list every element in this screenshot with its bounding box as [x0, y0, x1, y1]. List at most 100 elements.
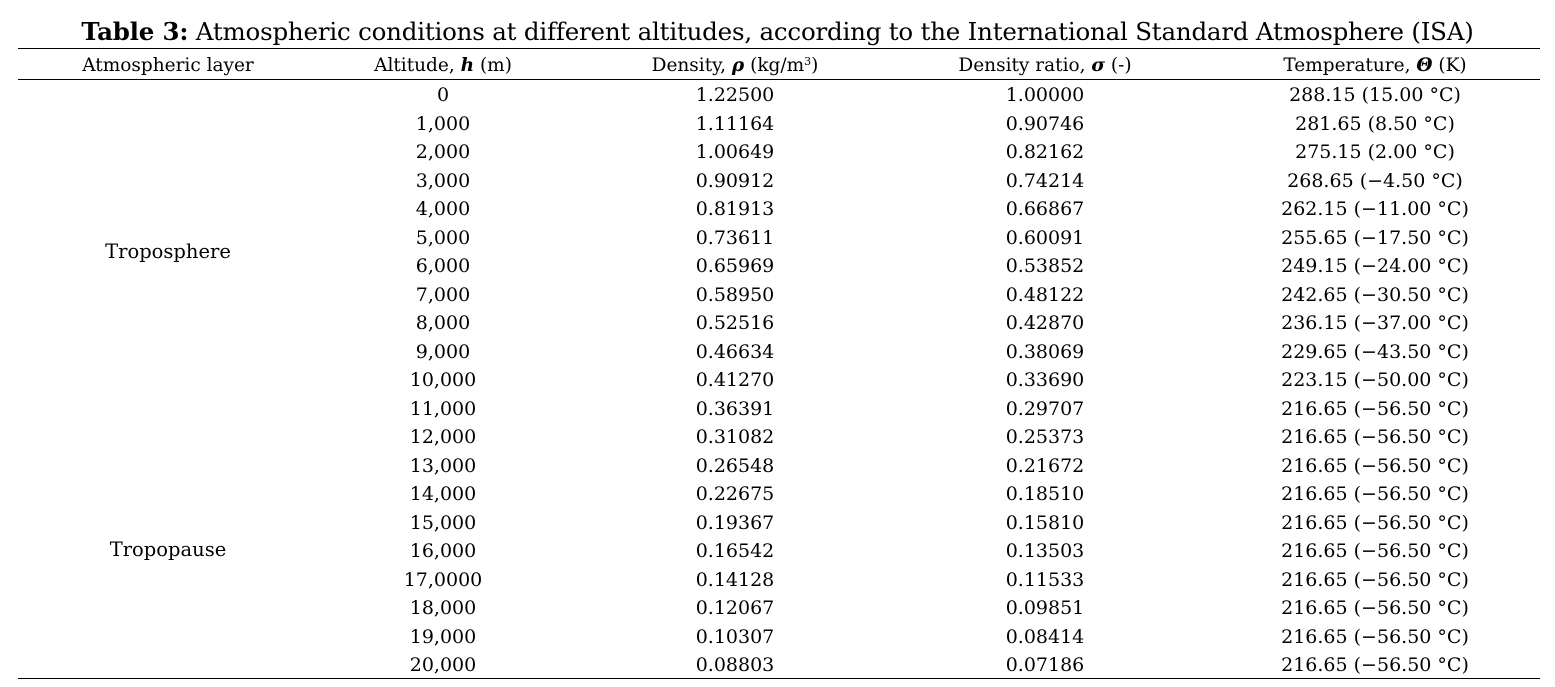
cell-temperature: 216.65 (−56.50 °C) — [1281, 511, 1469, 534]
cell-density-ratio: 0.66867 — [1005, 198, 1085, 220]
header-ratio-label: Density ratio, — [958, 55, 1092, 76]
cell-density: 0.10307 — [695, 625, 775, 648]
header-density: Density, ρ (kg/m3) — [600, 53, 870, 79]
cell-density-ratio: 0.13503 — [1005, 540, 1085, 562]
cell-density-ratio: 0.48122 — [1005, 283, 1085, 306]
header-atmospheric-layer: Atmospheric layer — [82, 55, 254, 76]
table-row: 0 1.22500 1.00000 288.15 (15.00 °C) — [0, 81, 1555, 110]
cell-altitude: 15,000 — [409, 511, 477, 534]
cell-density: 0.41270 — [695, 369, 775, 391]
cell-density-ratio: 0.82162 — [1005, 141, 1085, 163]
layer-label-troposphere: Troposphere — [105, 240, 231, 263]
layer-label-tropopause: Tropopause — [109, 538, 227, 561]
cell-altitude: 20,000 — [409, 654, 477, 676]
cell-density: 0.12067 — [695, 597, 775, 619]
table-row: 11,000 0.36391 0.29707 216.65 (−56.50 °C) — [0, 395, 1555, 424]
table-caption-label: Table 3: — [81, 17, 189, 46]
cell-density: 0.46634 — [695, 340, 775, 363]
table-caption-text: Atmospheric conditions at different alti… — [188, 17, 1474, 46]
cell-density-ratio: 0.90746 — [1005, 112, 1085, 135]
cell-altitude: 4,000 — [415, 198, 471, 220]
cell-altitude: 7,000 — [415, 283, 471, 306]
cell-density-ratio: 0.09851 — [1005, 597, 1085, 619]
header-density-unit-close: ) — [811, 55, 819, 76]
cell-temperature: 216.65 (−56.50 °C) — [1281, 540, 1469, 562]
cell-density: 0.58950 — [695, 283, 775, 306]
cell-density-ratio: 0.21672 — [1005, 454, 1085, 477]
cell-density: 0.90912 — [695, 169, 775, 192]
cell-temperature: 216.65 (−56.50 °C) — [1281, 568, 1469, 591]
cell-temperature: 242.65 (−30.50 °C) — [1281, 283, 1469, 306]
table-row: 20,000 0.08803 0.07186 216.65 (−56.50 °C) — [0, 651, 1555, 680]
header-density-symbol: ρ — [731, 55, 745, 76]
cell-temperature: 216.65 (−56.50 °C) — [1281, 483, 1469, 505]
cell-density-ratio: 1.00000 — [1005, 84, 1085, 106]
cell-altitude: 17,0000 — [403, 568, 483, 591]
table-top-rule — [18, 48, 1540, 49]
cell-temperature: 216.65 (−56.50 °C) — [1281, 625, 1469, 648]
header-temp-label: Temperature, — [1283, 55, 1417, 76]
cell-temperature: 249.15 (−24.00 °C) — [1281, 255, 1469, 277]
cell-density-ratio: 0.29707 — [1005, 397, 1085, 420]
cell-altitude: 11,000 — [409, 397, 477, 420]
cell-density: 0.81913 — [695, 198, 775, 220]
cell-altitude: 13,000 — [409, 454, 477, 477]
cell-temperature: 281.65 (8.50 °C) — [1295, 112, 1455, 135]
header-ratio-symbol: σ — [1091, 55, 1106, 76]
cell-temperature: 262.15 (−11.00 °C) — [1281, 198, 1469, 220]
cell-density: 1.00649 — [695, 141, 775, 163]
table-row: 9,000 0.46634 0.38069 229.65 (−43.50 °C) — [0, 338, 1555, 367]
cell-altitude: 10,000 — [409, 369, 477, 391]
cell-temperature: 268.65 (−4.50 °C) — [1287, 169, 1463, 192]
cell-temperature: 216.65 (−56.50 °C) — [1281, 454, 1469, 477]
cell-temperature: 229.65 (−43.50 °C) — [1281, 340, 1469, 363]
cell-density: 0.22675 — [695, 483, 775, 505]
cell-altitude: 8,000 — [415, 312, 471, 334]
cell-density: 1.22500 — [695, 84, 775, 106]
cell-altitude: 0 — [436, 84, 450, 106]
cell-altitude: 6,000 — [415, 255, 471, 277]
cell-altitude: 19,000 — [409, 625, 477, 648]
header-density-ratio: Density ratio, σ (-) — [900, 53, 1190, 79]
cell-temperature: 255.65 (−17.50 °C) — [1281, 226, 1469, 249]
cell-altitude: 14,000 — [409, 483, 477, 505]
header-density-unit-exponent: 3 — [804, 55, 812, 68]
cell-altitude: 2,000 — [415, 141, 471, 163]
cell-density-ratio: 0.74214 — [1005, 169, 1085, 192]
cell-temperature: 275.15 (2.00 °C) — [1295, 141, 1455, 163]
table-row: 6,000 0.65969 0.53852 249.15 (−24.00 °C) — [0, 252, 1555, 281]
cell-density-ratio: 0.18510 — [1005, 483, 1085, 505]
table-row: 13,000 0.26548 0.21672 216.65 (−56.50 °C) — [0, 452, 1555, 481]
table-row: 5,000 0.73611 0.60091 255.65 (−17.50 °C) — [0, 224, 1555, 253]
table-row: 15,000 0.19367 0.15810 216.65 (−56.50 °C) — [0, 509, 1555, 538]
cell-density-ratio: 0.08414 — [1005, 625, 1085, 648]
table-row: 3,000 0.90912 0.74214 268.65 (−4.50 °C) — [0, 167, 1555, 196]
cell-altitude: 3,000 — [415, 169, 471, 192]
cell-density-ratio: 0.11533 — [1005, 568, 1085, 591]
cell-density: 0.14128 — [695, 568, 775, 591]
cell-temperature: 223.15 (−50.00 °C) — [1281, 369, 1469, 391]
header-temp-symbol: Θ — [1416, 55, 1433, 76]
cell-density: 0.26548 — [695, 454, 775, 477]
table-bottom-rule — [18, 678, 1540, 679]
cell-altitude: 1,000 — [415, 112, 471, 135]
cell-density: 0.19367 — [695, 511, 775, 534]
header-ratio-unit: (-) — [1105, 55, 1132, 76]
cell-density-ratio: 0.53852 — [1005, 255, 1085, 277]
header-density-unit: (kg/m — [744, 55, 805, 76]
table-row: 2,000 1.00649 0.82162 275.15 (2.00 °C) — [0, 138, 1555, 167]
table-row: 8,000 0.52516 0.42870 236.15 (−37.00 °C) — [0, 309, 1555, 338]
table-row: 12,000 0.31082 0.25373 216.65 (−56.50 °C) — [0, 423, 1555, 452]
cell-density: 0.65969 — [695, 255, 775, 277]
header-temperature: Temperature, Θ (K) — [1230, 53, 1520, 79]
cell-altitude: 9,000 — [415, 340, 471, 363]
header-altitude-unit: (m) — [474, 55, 512, 76]
cell-altitude: 5,000 — [415, 226, 471, 249]
header-temp-unit: (K) — [1432, 55, 1467, 76]
cell-altitude: 16,000 — [409, 540, 477, 562]
header-density-label: Density, — [651, 55, 732, 76]
table-caption: Table 3: Atmospheric conditions at diffe… — [0, 16, 1555, 48]
cell-density: 0.52516 — [695, 312, 775, 334]
cell-density: 0.08803 — [695, 654, 775, 676]
cell-density-ratio: 0.42870 — [1005, 312, 1085, 334]
